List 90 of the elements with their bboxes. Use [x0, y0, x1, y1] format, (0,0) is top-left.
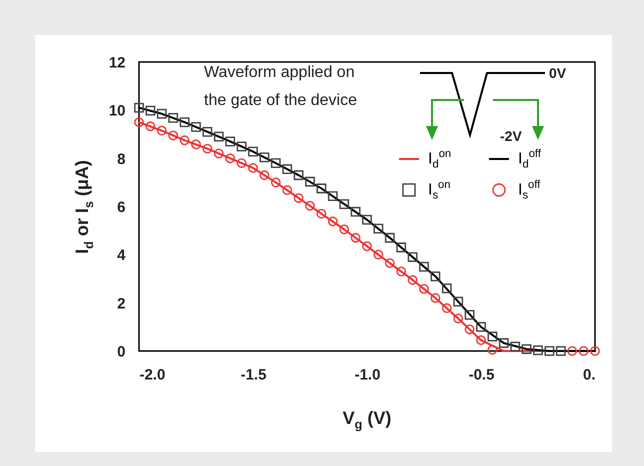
point: [350, 206, 360, 217]
point: [476, 322, 486, 332]
y-tick-label: 6: [117, 199, 126, 216]
point: [362, 214, 372, 225]
point: [305, 200, 315, 211]
y-tick-label: 0: [117, 344, 126, 360]
point: [408, 252, 418, 262]
point: [476, 335, 486, 346]
point: [260, 170, 270, 180]
y-tick-label: 2: [117, 295, 126, 312]
y-tick-label: 8: [117, 150, 126, 168]
point: [294, 170, 304, 180]
point: [316, 208, 326, 219]
point: [328, 191, 338, 202]
point: [544, 346, 554, 356]
point: [134, 117, 144, 128]
point: [498, 338, 509, 348]
point: [225, 153, 236, 164]
point: [156, 126, 167, 136]
x-tick-label: 0.: [582, 366, 596, 384]
point: [305, 176, 315, 187]
annotation: -2V: [500, 128, 522, 144]
point: [464, 324, 474, 334]
point: [590, 346, 600, 356]
point: [270, 158, 281, 168]
y-tick-label: 12: [108, 54, 126, 72]
point: [236, 142, 246, 152]
point: [442, 303, 452, 314]
point: [191, 122, 201, 132]
point: [396, 242, 406, 252]
point: [328, 216, 338, 226]
point: [453, 314, 464, 324]
point: [430, 271, 440, 282]
point: [442, 284, 452, 294]
point: [248, 163, 258, 173]
annotation: 0V: [549, 65, 566, 81]
annotation: Waveform applied on: [204, 64, 355, 82]
point: [396, 266, 406, 276]
x-tick-label: -1.5: [240, 366, 266, 384]
point: [533, 345, 543, 356]
point: [180, 135, 190, 146]
point: [567, 346, 578, 356]
point: [464, 310, 474, 320]
y-tick-label: 4: [117, 247, 126, 264]
point: [202, 144, 212, 154]
point: [362, 241, 372, 252]
point: [294, 193, 304, 203]
y-tick-label: 10: [108, 102, 126, 120]
x-tick-label: -0.5: [468, 366, 494, 384]
point: [146, 121, 156, 132]
point: [556, 346, 566, 356]
point: [236, 158, 246, 168]
point: [488, 344, 498, 355]
point: [191, 139, 201, 150]
point: [522, 344, 532, 354]
point: [384, 258, 395, 268]
point: [168, 112, 178, 123]
point: [578, 346, 588, 356]
point: [408, 275, 418, 285]
point: [419, 284, 429, 294]
point: [146, 106, 156, 116]
point: [384, 232, 395, 243]
point: [156, 108, 167, 119]
point: [225, 136, 236, 146]
annotation: the gate of the device: [204, 92, 357, 110]
point: [453, 296, 464, 307]
point: [282, 164, 292, 174]
point: [488, 332, 498, 342]
point: [374, 250, 384, 260]
point: [374, 224, 384, 234]
point: [134, 102, 144, 113]
point: [202, 126, 212, 137]
point: [339, 224, 350, 234]
point: [282, 185, 292, 195]
point: [316, 184, 326, 194]
point: [270, 178, 281, 188]
x-tick-label: -1.0: [354, 366, 380, 384]
x-tick-label: -2.0: [140, 366, 166, 384]
x-axis-title: V$_{g}$ (V): [342, 408, 392, 432]
point: [168, 130, 178, 140]
point: [180, 117, 190, 128]
point: [430, 293, 440, 303]
point: [260, 152, 270, 162]
point: [350, 232, 360, 243]
point: [248, 146, 258, 156]
point: [510, 342, 520, 352]
point: [339, 199, 350, 209]
point: [214, 132, 224, 142]
point: [419, 262, 429, 272]
point: [214, 148, 224, 158]
